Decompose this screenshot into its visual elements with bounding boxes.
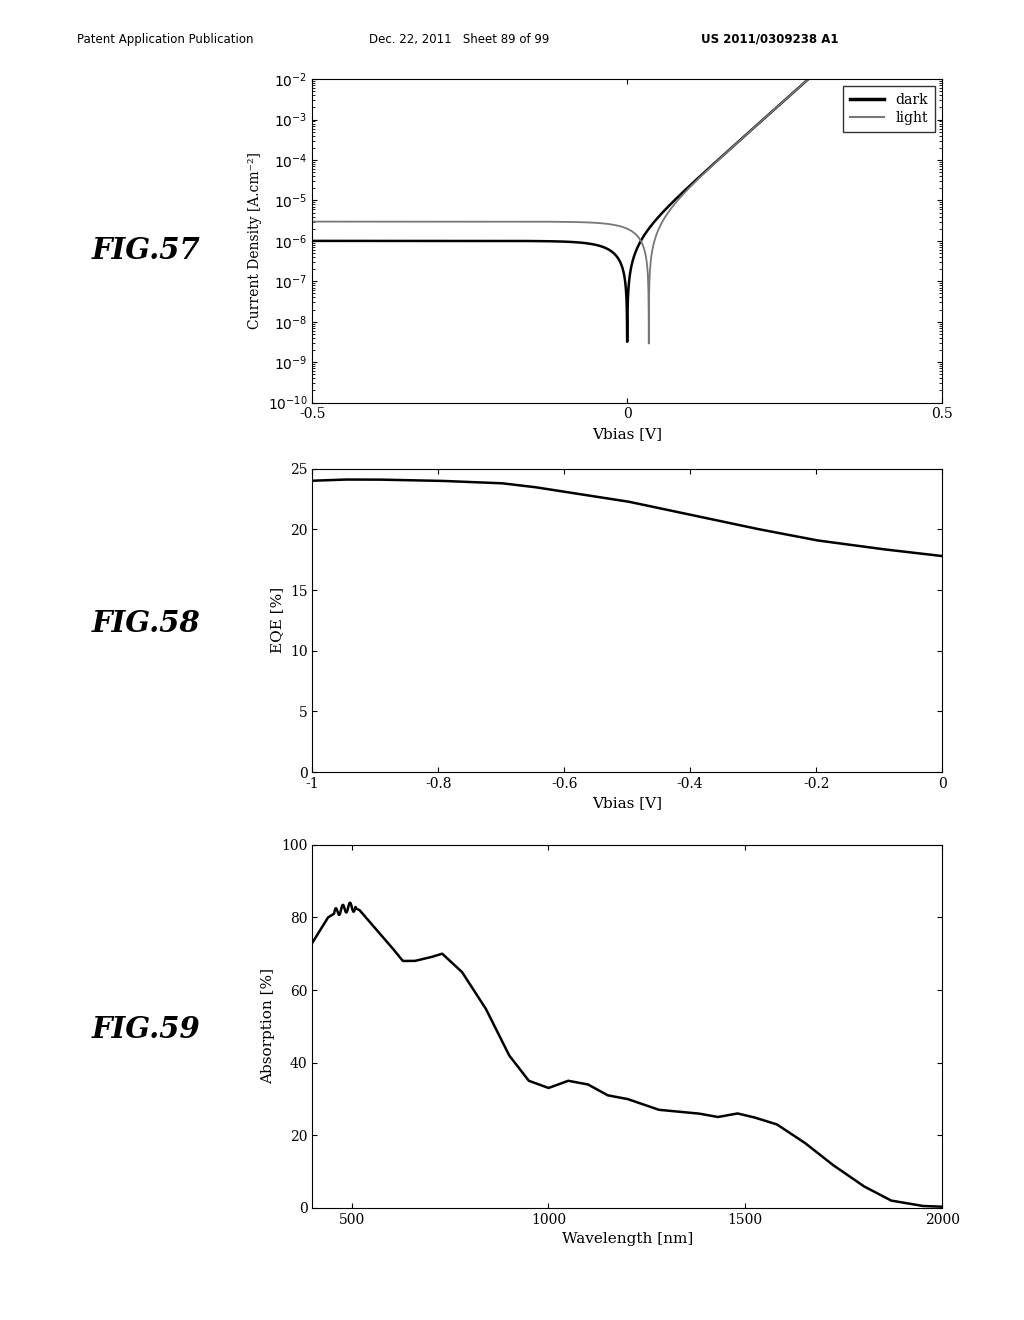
Text: FIG.57: FIG.57: [92, 236, 201, 265]
Text: FIG.58: FIG.58: [92, 609, 201, 638]
Text: Patent Application Publication: Patent Application Publication: [77, 33, 253, 46]
Y-axis label: Absorption [%]: Absorption [%]: [261, 969, 275, 1084]
Text: Dec. 22, 2011   Sheet 89 of 99: Dec. 22, 2011 Sheet 89 of 99: [369, 33, 549, 46]
Y-axis label: Current Density [A.cm⁻²]: Current Density [A.cm⁻²]: [248, 152, 262, 330]
Text: US 2011/0309238 A1: US 2011/0309238 A1: [701, 33, 839, 46]
Legend: dark, light: dark, light: [843, 86, 935, 132]
X-axis label: Vbias [V]: Vbias [V]: [592, 796, 663, 810]
Y-axis label: EQE [%]: EQE [%]: [270, 587, 285, 653]
Text: FIG.59: FIG.59: [92, 1015, 201, 1044]
X-axis label: Vbias [V]: Vbias [V]: [592, 426, 663, 441]
X-axis label: Wavelength [nm]: Wavelength [nm]: [561, 1232, 693, 1246]
